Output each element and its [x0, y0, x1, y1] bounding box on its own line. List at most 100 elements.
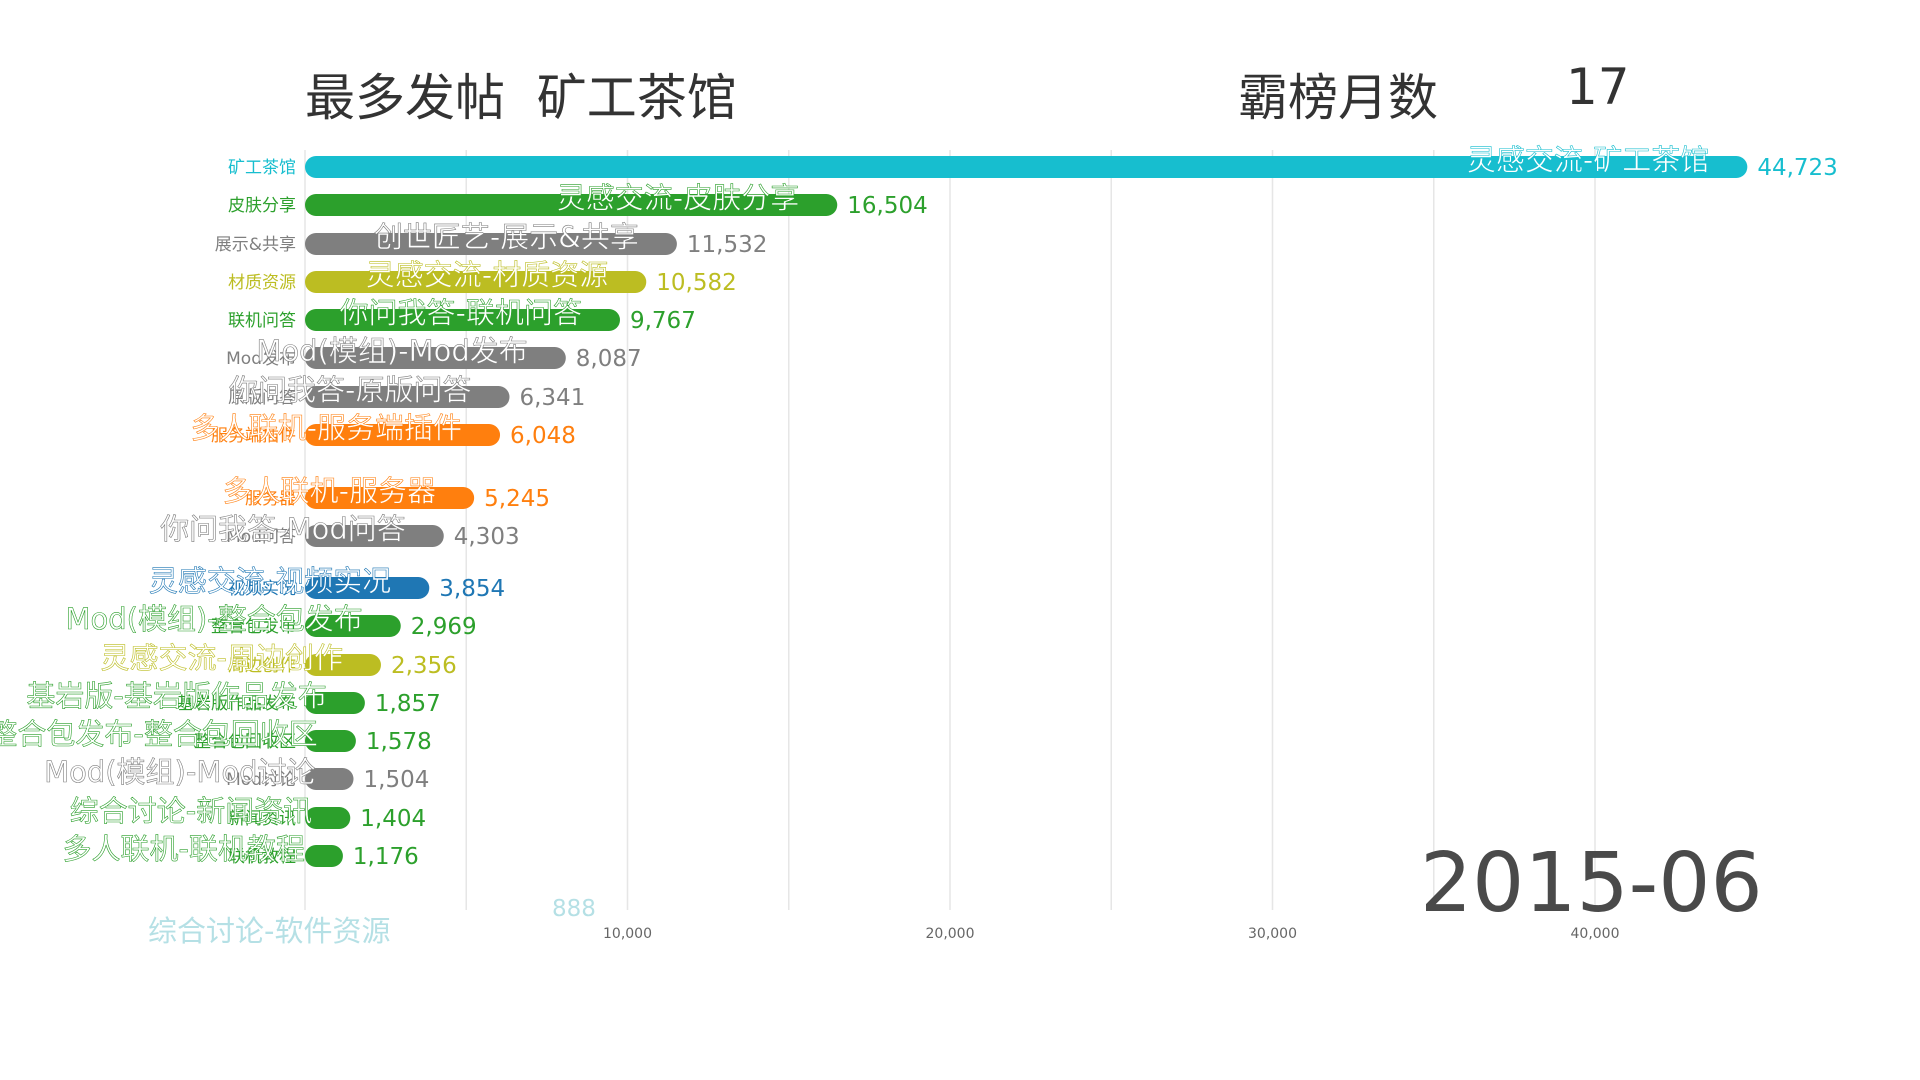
bar	[305, 386, 510, 408]
bar	[305, 525, 444, 547]
entering-bar-label: 综合讨论-软件资源	[148, 914, 391, 948]
reign-months-count: 17	[1566, 58, 1630, 116]
x-tick-label: 10,000	[603, 926, 652, 942]
bar-name-label: 灵感交流-视频实况	[149, 564, 391, 598]
bar-row: 矿工茶馆 灵感交流-矿工茶馆 44,723	[228, 143, 1838, 181]
category-label: 联机教程	[228, 847, 296, 867]
bar	[305, 768, 354, 790]
category-label: 联机问答	[228, 311, 296, 331]
category-label: Mod讨论	[226, 770, 296, 790]
bar-name-label: 灵感交流-皮肤分享	[557, 181, 799, 215]
bar-row: 整合包回收区Mod(模组)-整合包发布-整合包回收区 1,578	[0, 717, 432, 755]
category-label: Mod问答	[226, 527, 296, 547]
bar-name-label: 综合讨论-新闻资讯	[70, 794, 312, 828]
bar-value-label: 1,857	[375, 691, 441, 717]
bar-name-label: Mod(模组)-Mod讨论	[44, 755, 315, 789]
bar-name-label: 你问我答-联机问答	[340, 296, 582, 330]
bar	[305, 309, 620, 331]
bar	[305, 654, 381, 676]
bar	[305, 156, 1748, 178]
bar-value-label: 6,341	[519, 385, 585, 411]
bar-value-label: 4,303	[454, 524, 520, 550]
category-label: 皮肤分享	[228, 196, 296, 216]
x-tick-label: 40,000	[1571, 926, 1620, 942]
x-tick-label: 30,000	[1248, 926, 1297, 942]
bar	[305, 845, 343, 867]
bar-name-label: Mod(模组)-整合包发布	[65, 602, 362, 636]
category-label: 视频实况	[228, 579, 296, 599]
bar-name-label: Mod(模组)-整合包发布-整合包回收区	[0, 717, 318, 751]
bar-name-label: 你问我答-原版问答	[229, 373, 471, 407]
bar-row: 联机问答 你问我答-联机问答 9,767	[228, 296, 696, 334]
category-label: 服务器	[245, 489, 296, 509]
bar-name-label: Mod(模组)-Mod发布	[256, 334, 527, 368]
category-label: 展示&共享	[215, 235, 296, 255]
bar-value-label: 1,404	[360, 806, 426, 832]
bar-value-label: 1,176	[353, 844, 419, 870]
bar-name-label: 灵感交流-周边创作	[101, 641, 343, 675]
bar	[305, 730, 356, 752]
category-label: Mod发布	[226, 349, 296, 369]
bar-value-label: 2,356	[391, 653, 457, 679]
category-label: 周边创作	[228, 656, 296, 676]
bar	[305, 577, 430, 599]
bar-value-label: 44,723	[1757, 155, 1837, 181]
bar-name-label: 多人联机-服务端插件	[191, 411, 462, 445]
bar	[305, 615, 401, 637]
date-label: 2015-06	[1420, 836, 1763, 931]
bar-value-label: 11,532	[687, 232, 767, 258]
bar-name-label: 基岩版-基岩版作品发布	[26, 679, 326, 713]
bar-row: 展示&共享 创世匠艺-展示&共享 11,532	[215, 220, 768, 258]
bar-name-label: 多人联机-联机教程	[62, 832, 304, 866]
bar-value-label: 9,767	[630, 308, 696, 334]
chart-title: 最多发帖 矿工茶馆	[305, 69, 737, 127]
bar-name-label: 你问我答-Mod问答	[160, 512, 406, 546]
bar-value-label: 6,048	[510, 423, 576, 449]
bar	[305, 233, 677, 255]
bar-name-label: 灵感交流-材质资源	[366, 258, 608, 292]
bar	[305, 487, 475, 509]
entering-bar-value: 888	[552, 896, 596, 922]
bar	[305, 807, 351, 829]
category-label: 矿工茶馆	[228, 158, 296, 178]
x-axis-ticks: 10,000 20,000 30,000 40,000	[603, 926, 1620, 942]
bar-name-label: 多人联机-服务器	[223, 474, 436, 508]
bar-value-label: 2,969	[411, 614, 477, 640]
category-label: 材质资源	[228, 273, 296, 293]
category-label: 服务端插件	[211, 426, 296, 446]
category-label: 整合包回收区	[194, 732, 296, 752]
bars: 矿工茶馆 灵感交流-矿工茶馆 44,723 皮肤分享 灵感交流-皮肤分享 16,504 展示…	[0, 143, 1838, 870]
bar-value-label: 1,578	[366, 729, 432, 755]
bar	[305, 194, 838, 216]
bar-value-label: 3,854	[439, 576, 505, 602]
bar-row: 材质资源 灵感交流-材质资源 10,582	[228, 258, 737, 296]
bar-row: 皮肤分享 灵感交流-皮肤分享 16,504	[228, 181, 928, 219]
bar	[305, 424, 501, 446]
bar-value-label: 5,245	[484, 486, 550, 512]
bar-value-label: 1,504	[364, 767, 430, 793]
bar-value-label: 16,504	[847, 193, 927, 219]
bar-name-label: 灵感交流-矿工茶馆	[1467, 143, 1709, 177]
bar	[305, 271, 647, 293]
category-label: 基岩版作品发布	[177, 694, 296, 714]
category-label: 新闻资讯	[228, 809, 296, 829]
bar	[305, 347, 566, 369]
x-tick-label: 20,000	[926, 926, 975, 942]
reign-months-label: 霸榜月数	[1238, 69, 1438, 127]
category-label: 整合包发布	[211, 617, 296, 637]
bar-value-label: 8,087	[576, 346, 642, 372]
bar-value-label: 10,582	[656, 270, 736, 296]
category-label: 原版问答	[228, 388, 296, 408]
